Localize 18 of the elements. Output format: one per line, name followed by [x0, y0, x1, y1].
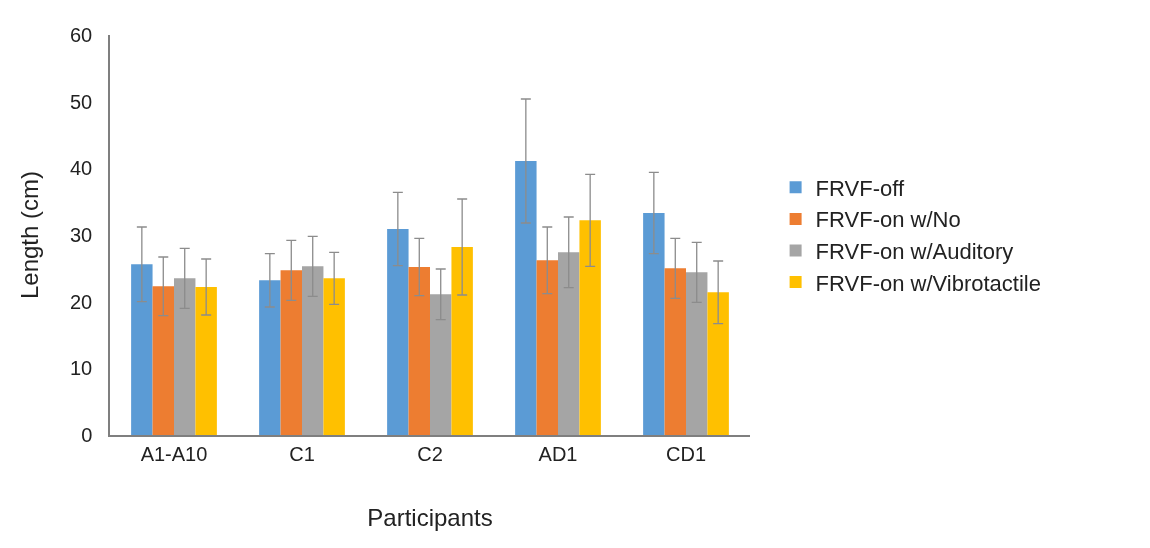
- x-tick-label: C2: [417, 442, 443, 465]
- y-tick-label: 20: [70, 290, 93, 313]
- legend-label: FRVF-on w/Vibrotactile: [815, 270, 1041, 296]
- y-tick-label: 50: [70, 90, 93, 113]
- x-axis-title: Participants: [367, 503, 493, 531]
- x-tick-label: CD1: [665, 442, 707, 465]
- y-tick-label: 10: [70, 357, 93, 380]
- y-axis-title: Length (cm): [15, 170, 43, 300]
- x-tick-label: A1-A10: [140, 442, 208, 465]
- legend-label: FRVF-off: [815, 175, 905, 201]
- legend-label: FRVF-on w/No: [815, 207, 961, 233]
- y-tick-label: 60: [70, 24, 93, 46]
- y-tick-label: 40: [70, 157, 93, 180]
- y-tick-label: 30: [70, 224, 93, 246]
- x-tick-label: AD1: [538, 442, 578, 465]
- x-tick-label: C1: [289, 442, 315, 465]
- y-tick-label: 0: [81, 424, 93, 446]
- legend-label: FRVF-on w/Auditory: [815, 239, 1014, 265]
